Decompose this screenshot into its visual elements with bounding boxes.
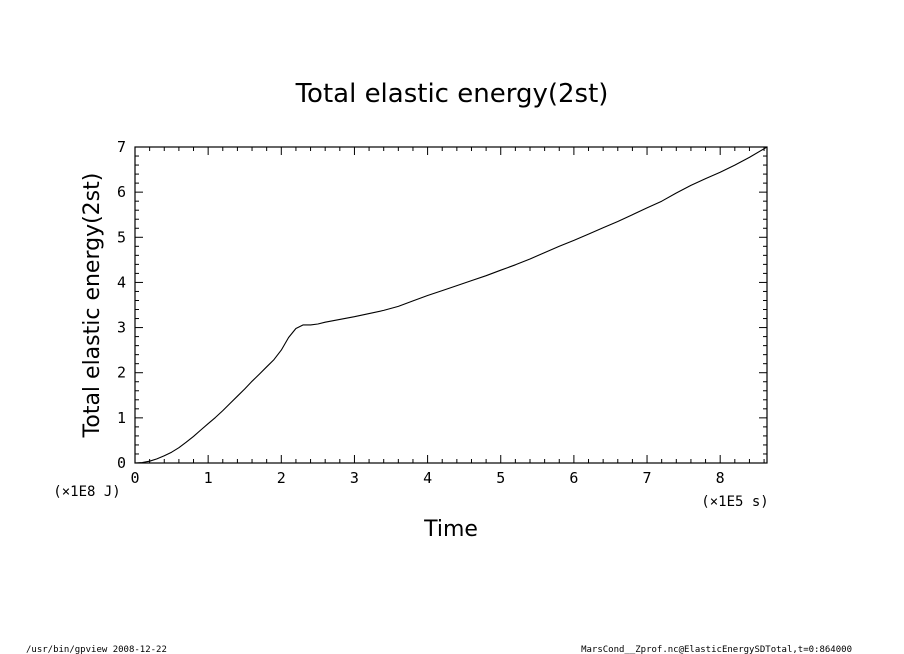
x-tick-label: 5 — [496, 469, 505, 487]
y-tick-labels: 0 1 2 3 4 5 6 7 — [117, 138, 126, 472]
y-tick-label: 3 — [117, 319, 126, 337]
x-tick-label: 4 — [423, 469, 432, 487]
y-tick-label: 0 — [117, 454, 126, 472]
x-tick-label: 7 — [643, 469, 652, 487]
chart-title: Total elastic energy(2st) — [295, 79, 609, 109]
x-axis-label: Time — [423, 517, 478, 542]
footer-right: MarsCond__Zprof.nc@ElasticEnergySDTotal,… — [581, 645, 852, 654]
y-axis-unit: (×1E8 J) — [53, 484, 120, 500]
x-tick-labels: 0 1 2 3 4 5 6 7 8 — [130, 469, 724, 487]
x-tick-label: 1 — [204, 469, 213, 487]
axis-ticks — [134, 146, 767, 464]
x-axis-unit: (×1E5 s) — [701, 494, 768, 510]
y-tick-label: 5 — [117, 228, 126, 246]
series-layer — [134, 146, 768, 464]
x-tick-label: 0 — [130, 469, 139, 487]
y-tick-label: 4 — [117, 273, 126, 291]
x-tick-label: 6 — [569, 469, 578, 487]
y-tick-label: 2 — [117, 364, 126, 382]
x-tick-label: 8 — [716, 469, 725, 487]
footer-left: /usr/bin/gpview 2008-12-22 — [26, 645, 167, 654]
y-tick-label: 1 — [117, 409, 126, 427]
x-tick-label: 3 — [350, 469, 359, 487]
y-tick-label: 7 — [117, 138, 126, 156]
y-axis-label: Total elastic energy(2st) — [80, 173, 105, 439]
series-line — [134, 146, 768, 464]
x-tick-label: 2 — [277, 469, 286, 487]
y-tick-label: 6 — [117, 183, 126, 201]
plot-frame — [134, 146, 768, 464]
